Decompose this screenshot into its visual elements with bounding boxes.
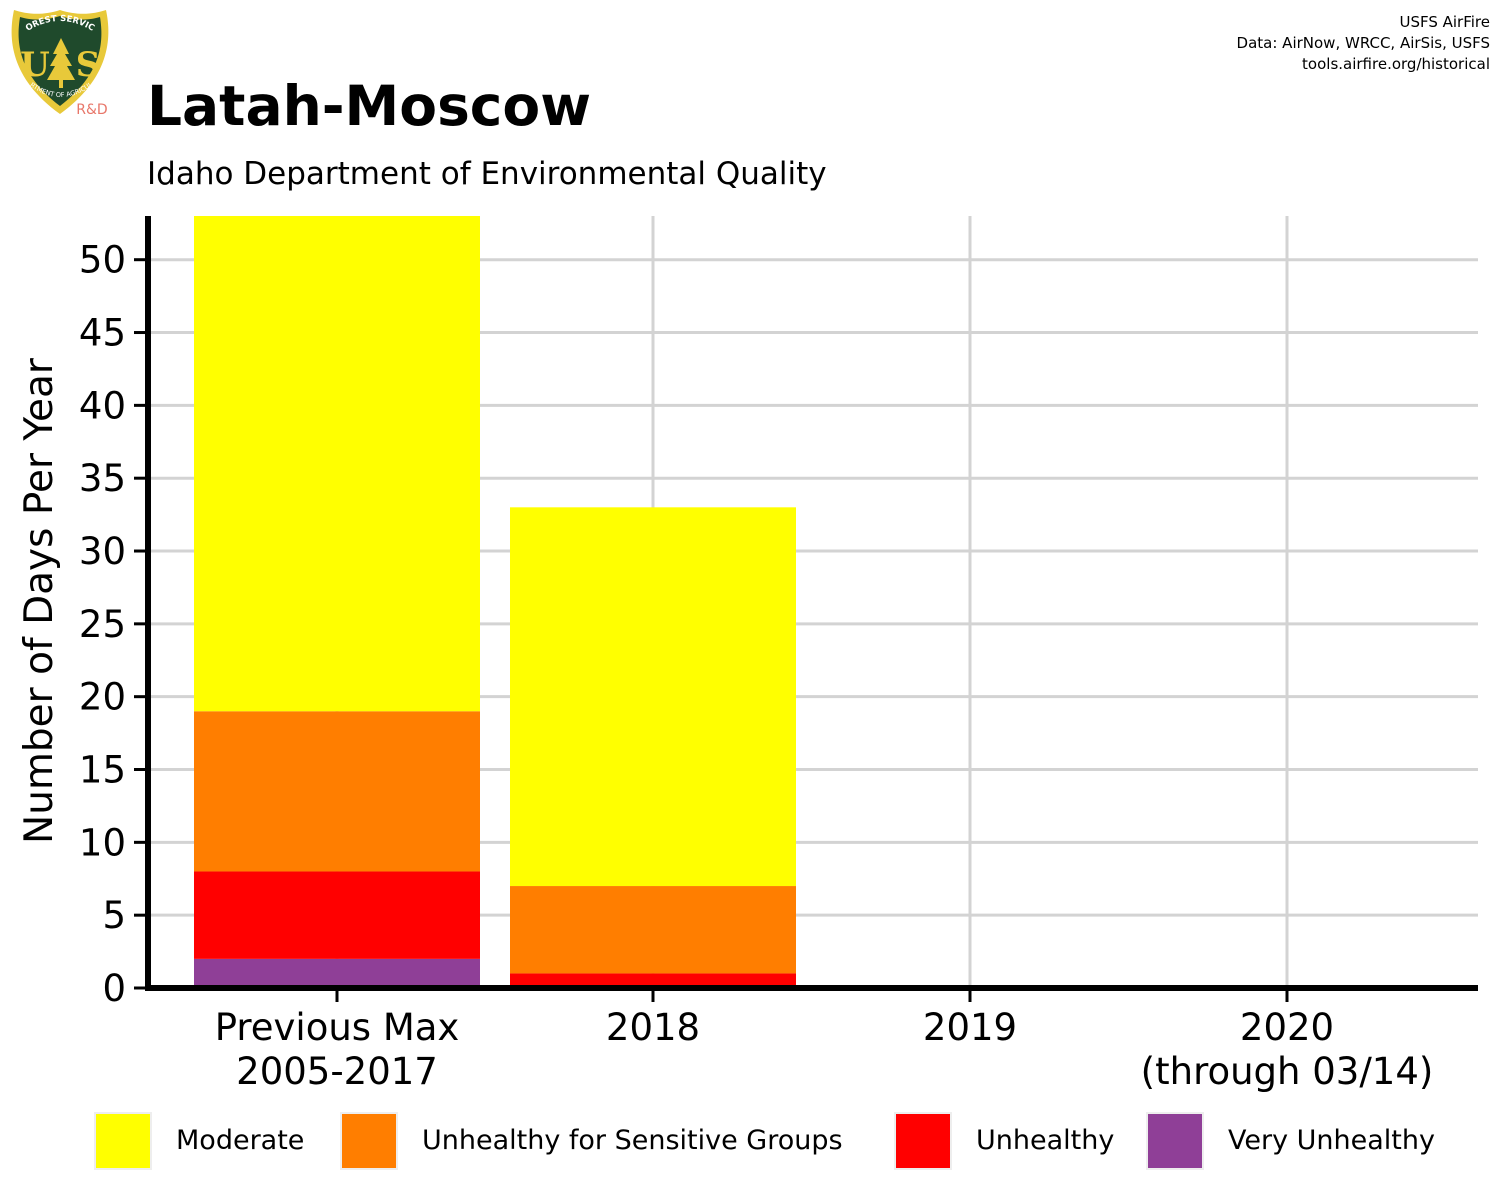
chart-subtitle: Idaho Department of Environmental Qualit…	[147, 156, 827, 192]
legend-label: Very Unhealthy	[1228, 1125, 1435, 1156]
y-tick-label: 50	[79, 239, 126, 282]
credits: USFS AirFire Data: AirNow, WRCC, AirSis,…	[1237, 12, 1490, 75]
y-tick-label: 20	[79, 676, 126, 719]
usfs-logo: FOREST SERVICE U S DEPARTMENT OF AGRICUL…	[5, 1, 112, 118]
y-tick-label: 10	[79, 821, 126, 864]
legend-swatch	[94, 1112, 152, 1170]
tick-labels: 0 5 10 15 20 25 30 35 40 45 50 Previous Max2005-201…	[79, 239, 1433, 1093]
legend-swatch	[340, 1112, 398, 1170]
x-tick-label: 2005-2017	[236, 1050, 438, 1093]
y-axis-label: Number of Days Per Year	[17, 357, 62, 844]
y-tick-label: 45	[79, 312, 126, 355]
y-tick-label: 40	[79, 384, 126, 427]
chart-title: Latah-Moscow	[147, 74, 592, 138]
x-tick-label: 2020	[1240, 1006, 1334, 1049]
legend-swatch	[1146, 1112, 1204, 1170]
legend-label: Unhealthy	[976, 1125, 1115, 1156]
y-tick-label: 0	[102, 967, 126, 1010]
bar-segment	[194, 871, 480, 959]
x-tick-label: 2018	[606, 1006, 700, 1049]
bar-chart: 0 5 10 15 20 25 30 35 40 45 50 Previous Max2005-201…	[17, 216, 1478, 1093]
logo-letter-u: U	[20, 45, 50, 85]
usfs-shield-icon: FOREST SERVICE U S DEPARTMENT OF AGRICUL…	[5, 1, 109, 118]
bar-segment	[510, 886, 796, 974]
bar-segment	[194, 216, 480, 712]
bars	[194, 216, 796, 988]
y-tick-label: 35	[79, 457, 126, 500]
y-tick-label: 30	[79, 530, 126, 573]
credit-line: Data: AirNow, WRCC, AirSis, USFS	[1236, 34, 1490, 52]
credit-line: USFS AirFire	[1399, 13, 1490, 31]
bar-segment	[194, 711, 480, 872]
legend-swatch	[894, 1112, 952, 1170]
legend-label: Moderate	[176, 1125, 305, 1156]
bar-segment	[194, 958, 480, 988]
y-tick-label: 15	[79, 749, 126, 792]
x-tick-label: 2019	[923, 1006, 1017, 1049]
logo-rd-tag: R&D	[76, 102, 107, 118]
logo-letter-s: S	[76, 45, 101, 85]
y-tick-label: 25	[79, 603, 126, 646]
x-tick-label: (through 03/14)	[1141, 1050, 1434, 1093]
x-tick-label: Previous Max	[215, 1006, 460, 1049]
y-tick-label: 5	[102, 894, 126, 937]
logo-tree-icon	[47, 38, 75, 80]
axes	[145, 216, 1478, 991]
legend-label: Unhealthy for Sensitive Groups	[422, 1125, 843, 1156]
bar-segment	[510, 973, 796, 988]
bar-segment	[510, 507, 796, 887]
credit-line: tools.airfire.org/historical	[1302, 55, 1490, 73]
